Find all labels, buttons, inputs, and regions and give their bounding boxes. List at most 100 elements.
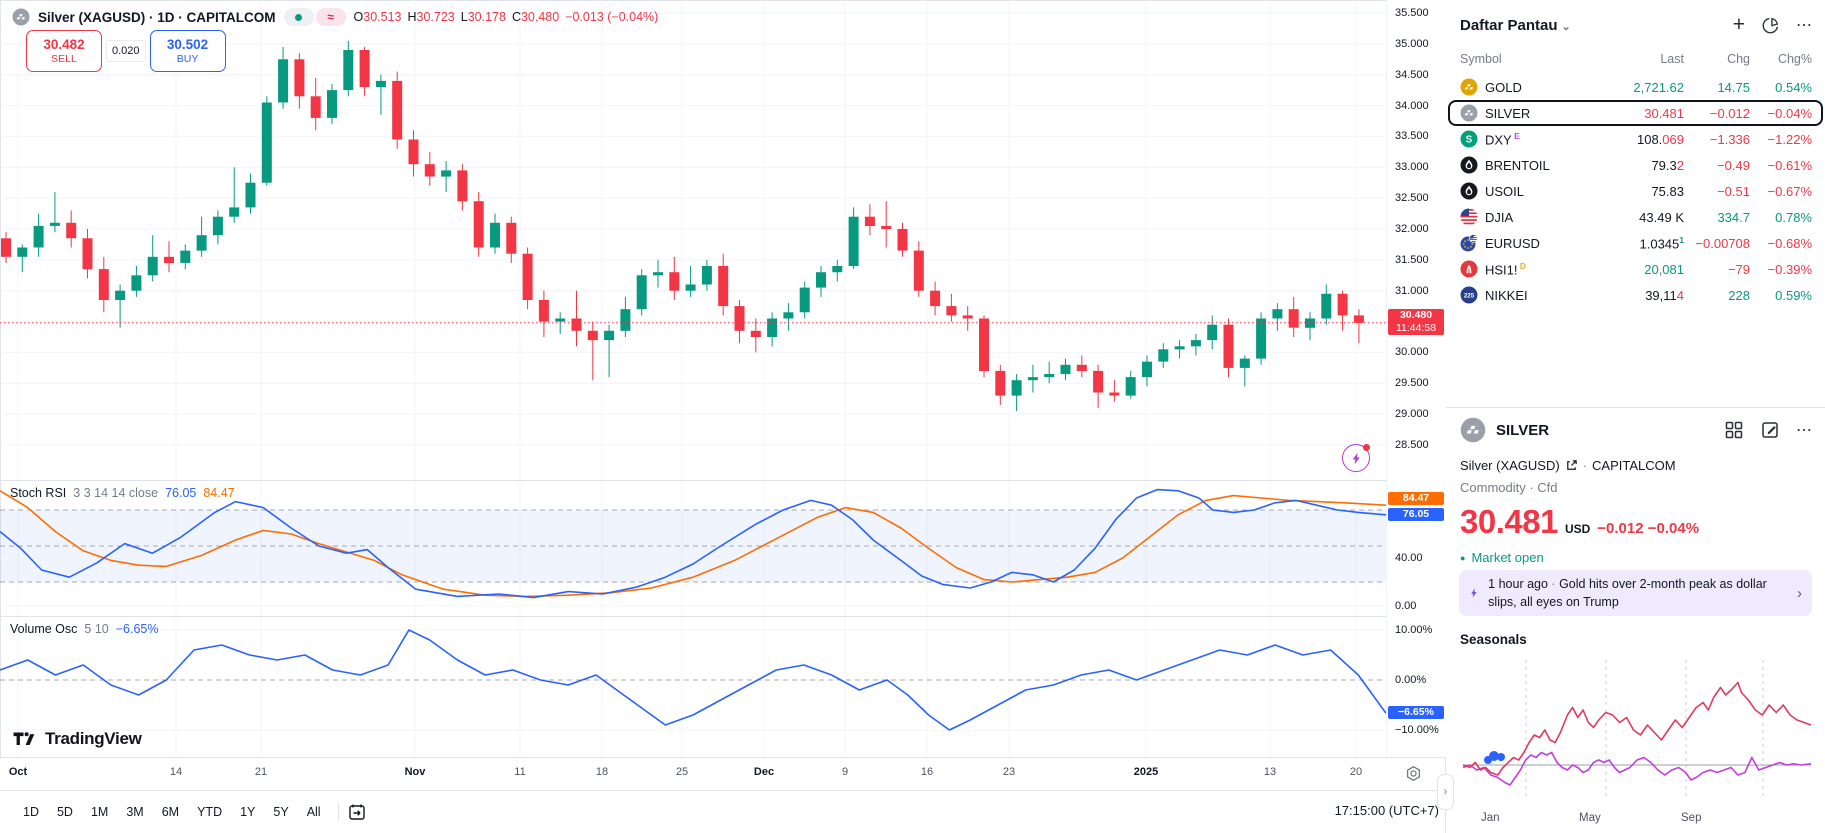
- time-tick-label: 14: [169, 766, 183, 778]
- stoch-rsi-pane[interactable]: [0, 481, 1386, 617]
- price-tick-label: 28.500: [1395, 439, 1429, 451]
- range-button-6m[interactable]: 6M: [153, 800, 188, 824]
- range-button-3m[interactable]: 3M: [117, 800, 152, 824]
- market-open-dot-icon: ●: [1460, 552, 1466, 563]
- news-headline: 1 hour ago · Gold hits over 2-month peak…: [1488, 576, 1767, 609]
- news-item[interactable]: 1 hour ago · Gold hits over 2-month peak…: [1459, 570, 1812, 616]
- change-percent: 0.59%: [1775, 287, 1812, 303]
- clock-timezone[interactable]: 17:15:00 (UTC+7): [1334, 803, 1439, 818]
- detail-exchange: CAPITALCOM: [1592, 458, 1676, 473]
- change-percent: −0.67%: [1767, 183, 1812, 199]
- symbol-name: HSI1! D: [1485, 260, 1527, 278]
- symbol-name: NIKKEI: [1485, 287, 1528, 303]
- time-tick-label: 2025: [1133, 766, 1159, 778]
- price-scale[interactable]: 35.500 35.000 34.500 34.000 33.500 33.000 32.5…: [1386, 0, 1446, 757]
- last-value: 30.481: [1644, 105, 1684, 121]
- external-link-icon[interactable]: [1565, 459, 1578, 472]
- vol-tick-label: 10.00%: [1395, 624, 1433, 636]
- silver-symbol-icon: [12, 8, 30, 26]
- volume-osc-pane[interactable]: [0, 617, 1386, 757]
- chart-legend: Silver (XAGUSD) · 1D · CAPITALCOM ≈ O30.…: [12, 8, 658, 26]
- donut-chart-icon[interactable]: [1761, 16, 1780, 35]
- watchlist-row-dxy[interactable]: S DXY E 108.069 −1.336 −1.22%: [1448, 126, 1823, 152]
- add-symbol-icon[interactable]: +: [1732, 13, 1745, 36]
- last-value: 1.03451: [1639, 234, 1685, 252]
- range-button-ytd[interactable]: YTD: [188, 800, 231, 824]
- sell-button[interactable]: 30.482 SELL: [26, 30, 102, 72]
- layout-grid-icon[interactable]: [1724, 420, 1744, 440]
- range-button-5y[interactable]: 5Y: [264, 800, 297, 824]
- watchlist-panel: Daftar Pantau ⌄ + ⋯ Symbol Last Chg Chg% GO…: [1445, 0, 1825, 833]
- change-value: 334.7: [1717, 209, 1750, 225]
- time-tick-label: 13: [1263, 766, 1277, 778]
- range-button-1m[interactable]: 1M: [82, 800, 117, 824]
- watchlist-column-headers[interactable]: Symbol Last Chg Chg%: [1460, 52, 1812, 66]
- price-tick-label: 33.000: [1395, 161, 1429, 173]
- seasonals-chart[interactable]: [1455, 656, 1819, 808]
- watchlist-row-hsi1[interactable]: HSI1! D 20,081 −79 −0.39%: [1448, 256, 1823, 282]
- watchlist-header: Daftar Pantau ⌄ + ⋯: [1460, 12, 1813, 38]
- range-button-1y[interactable]: 1Y: [231, 800, 264, 824]
- price-tick-label: 31.000: [1395, 285, 1429, 297]
- range-button-1d[interactable]: 1D: [14, 800, 48, 824]
- more-options-icon[interactable]: ⋯: [1796, 422, 1813, 439]
- detail-full-name[interactable]: Silver (XAGUSD): [1460, 458, 1560, 473]
- change-value: −79: [1727, 261, 1750, 277]
- more-options-icon[interactable]: ⋯: [1796, 17, 1813, 34]
- time-tick-label: Dec: [753, 766, 775, 778]
- watchlist-row-nikkei[interactable]: 225 NIKKEI 39,114 228 0.59%: [1448, 282, 1823, 308]
- time-tick-label: 25: [675, 766, 689, 778]
- last-price-badge: 30.480 11:44:58: [1388, 309, 1444, 335]
- toolbar-divider: [337, 803, 339, 821]
- tradingview-logo[interactable]: TradingView: [12, 729, 142, 749]
- lightning-icon: [1352, 452, 1360, 464]
- watchlist-title-dropdown[interactable]: Daftar Pantau ⌄: [1460, 16, 1571, 34]
- spread-value: 0.020: [106, 40, 146, 62]
- watchlist-row-silver[interactable]: SILVER 30.481 −0.012 −0.04%: [1448, 100, 1823, 126]
- stoch-tick-label: 0.00: [1395, 600, 1417, 612]
- watchlist-row-eurusd[interactable]: EURUSD 1.03451 −0.00708 −0.68%: [1448, 230, 1823, 256]
- price-tick-label: 31.500: [1395, 254, 1429, 266]
- seasonals-month-label: May: [1579, 812, 1601, 824]
- time-tick-label: 9: [841, 766, 849, 778]
- approx-price-pill[interactable]: ≈: [315, 8, 346, 26]
- edit-note-icon[interactable]: [1760, 420, 1780, 440]
- watchlist-row-djia[interactable]: DJIA 43.49 K 334.7 0.78%: [1448, 204, 1823, 230]
- time-tick-label: Oct: [8, 766, 28, 778]
- candlestick-chart[interactable]: [0, 0, 1386, 481]
- seasonals-title: Seasonals: [1460, 632, 1527, 647]
- detail-last-price: 30.481: [1460, 503, 1558, 540]
- watchlist-row-gold[interactable]: GOLD 2,721.62 14.75 0.54%: [1448, 74, 1823, 100]
- price-tick-label: 35.000: [1395, 38, 1429, 50]
- detail-instrument-type: Commodity · Cfd: [1460, 480, 1558, 495]
- vol-tick-label: 0.00%: [1395, 674, 1427, 686]
- chart-area: Silver (XAGUSD) · 1D · CAPITALCOM ≈ O30.…: [0, 0, 1454, 824]
- change-percent: 0.78%: [1775, 209, 1812, 225]
- chart-title[interactable]: Silver (XAGUSD) · 1D · CAPITALCOM: [38, 9, 276, 25]
- status-pills: ≈: [283, 8, 346, 26]
- change-value: −1.336: [1709, 131, 1750, 147]
- stoch-rsi-legend[interactable]: Stoch RSI 3 3 14 14 close 76.05 84.47: [10, 486, 235, 500]
- time-tick-label: Nov: [404, 766, 426, 778]
- change-value: −0.51: [1717, 183, 1750, 199]
- session-settings-icon[interactable]: [1405, 765, 1422, 782]
- symbol-name: EURUSD: [1485, 235, 1540, 251]
- change-value: −0.00708: [1695, 235, 1750, 251]
- time-tick-label: 23: [1002, 766, 1016, 778]
- panel-collapse-button[interactable]: ›: [1437, 774, 1454, 810]
- price-tick-label: 33.500: [1395, 130, 1429, 142]
- goto-date-icon[interactable]: [347, 802, 367, 822]
- market-status-pill[interactable]: [283, 8, 314, 26]
- watchlist-row-usoil[interactable]: USOIL 75.83 −0.51 −0.67%: [1448, 178, 1823, 204]
- quick-alert-flash-button[interactable]: [1342, 444, 1370, 472]
- time-axis[interactable]: Oct 14 21 Nov 11 18 25 Dec 9 16 23 2025 13 20: [0, 757, 1445, 791]
- buy-button[interactable]: 30.502 BUY: [149, 30, 226, 72]
- range-button-all[interactable]: All: [298, 800, 330, 824]
- last-value: 75.83: [1651, 183, 1684, 199]
- change-value: 14.75: [1717, 79, 1750, 95]
- oil-icon: [1460, 182, 1478, 200]
- range-button-5d[interactable]: 5D: [48, 800, 82, 824]
- symbol-name: USOIL: [1485, 183, 1525, 199]
- volume-osc-legend[interactable]: Volume Osc 5 10 −6.65%: [10, 622, 159, 636]
- watchlist-row-brentoil[interactable]: BRENTOIL 79.32 −0.49 −0.61%: [1448, 152, 1823, 178]
